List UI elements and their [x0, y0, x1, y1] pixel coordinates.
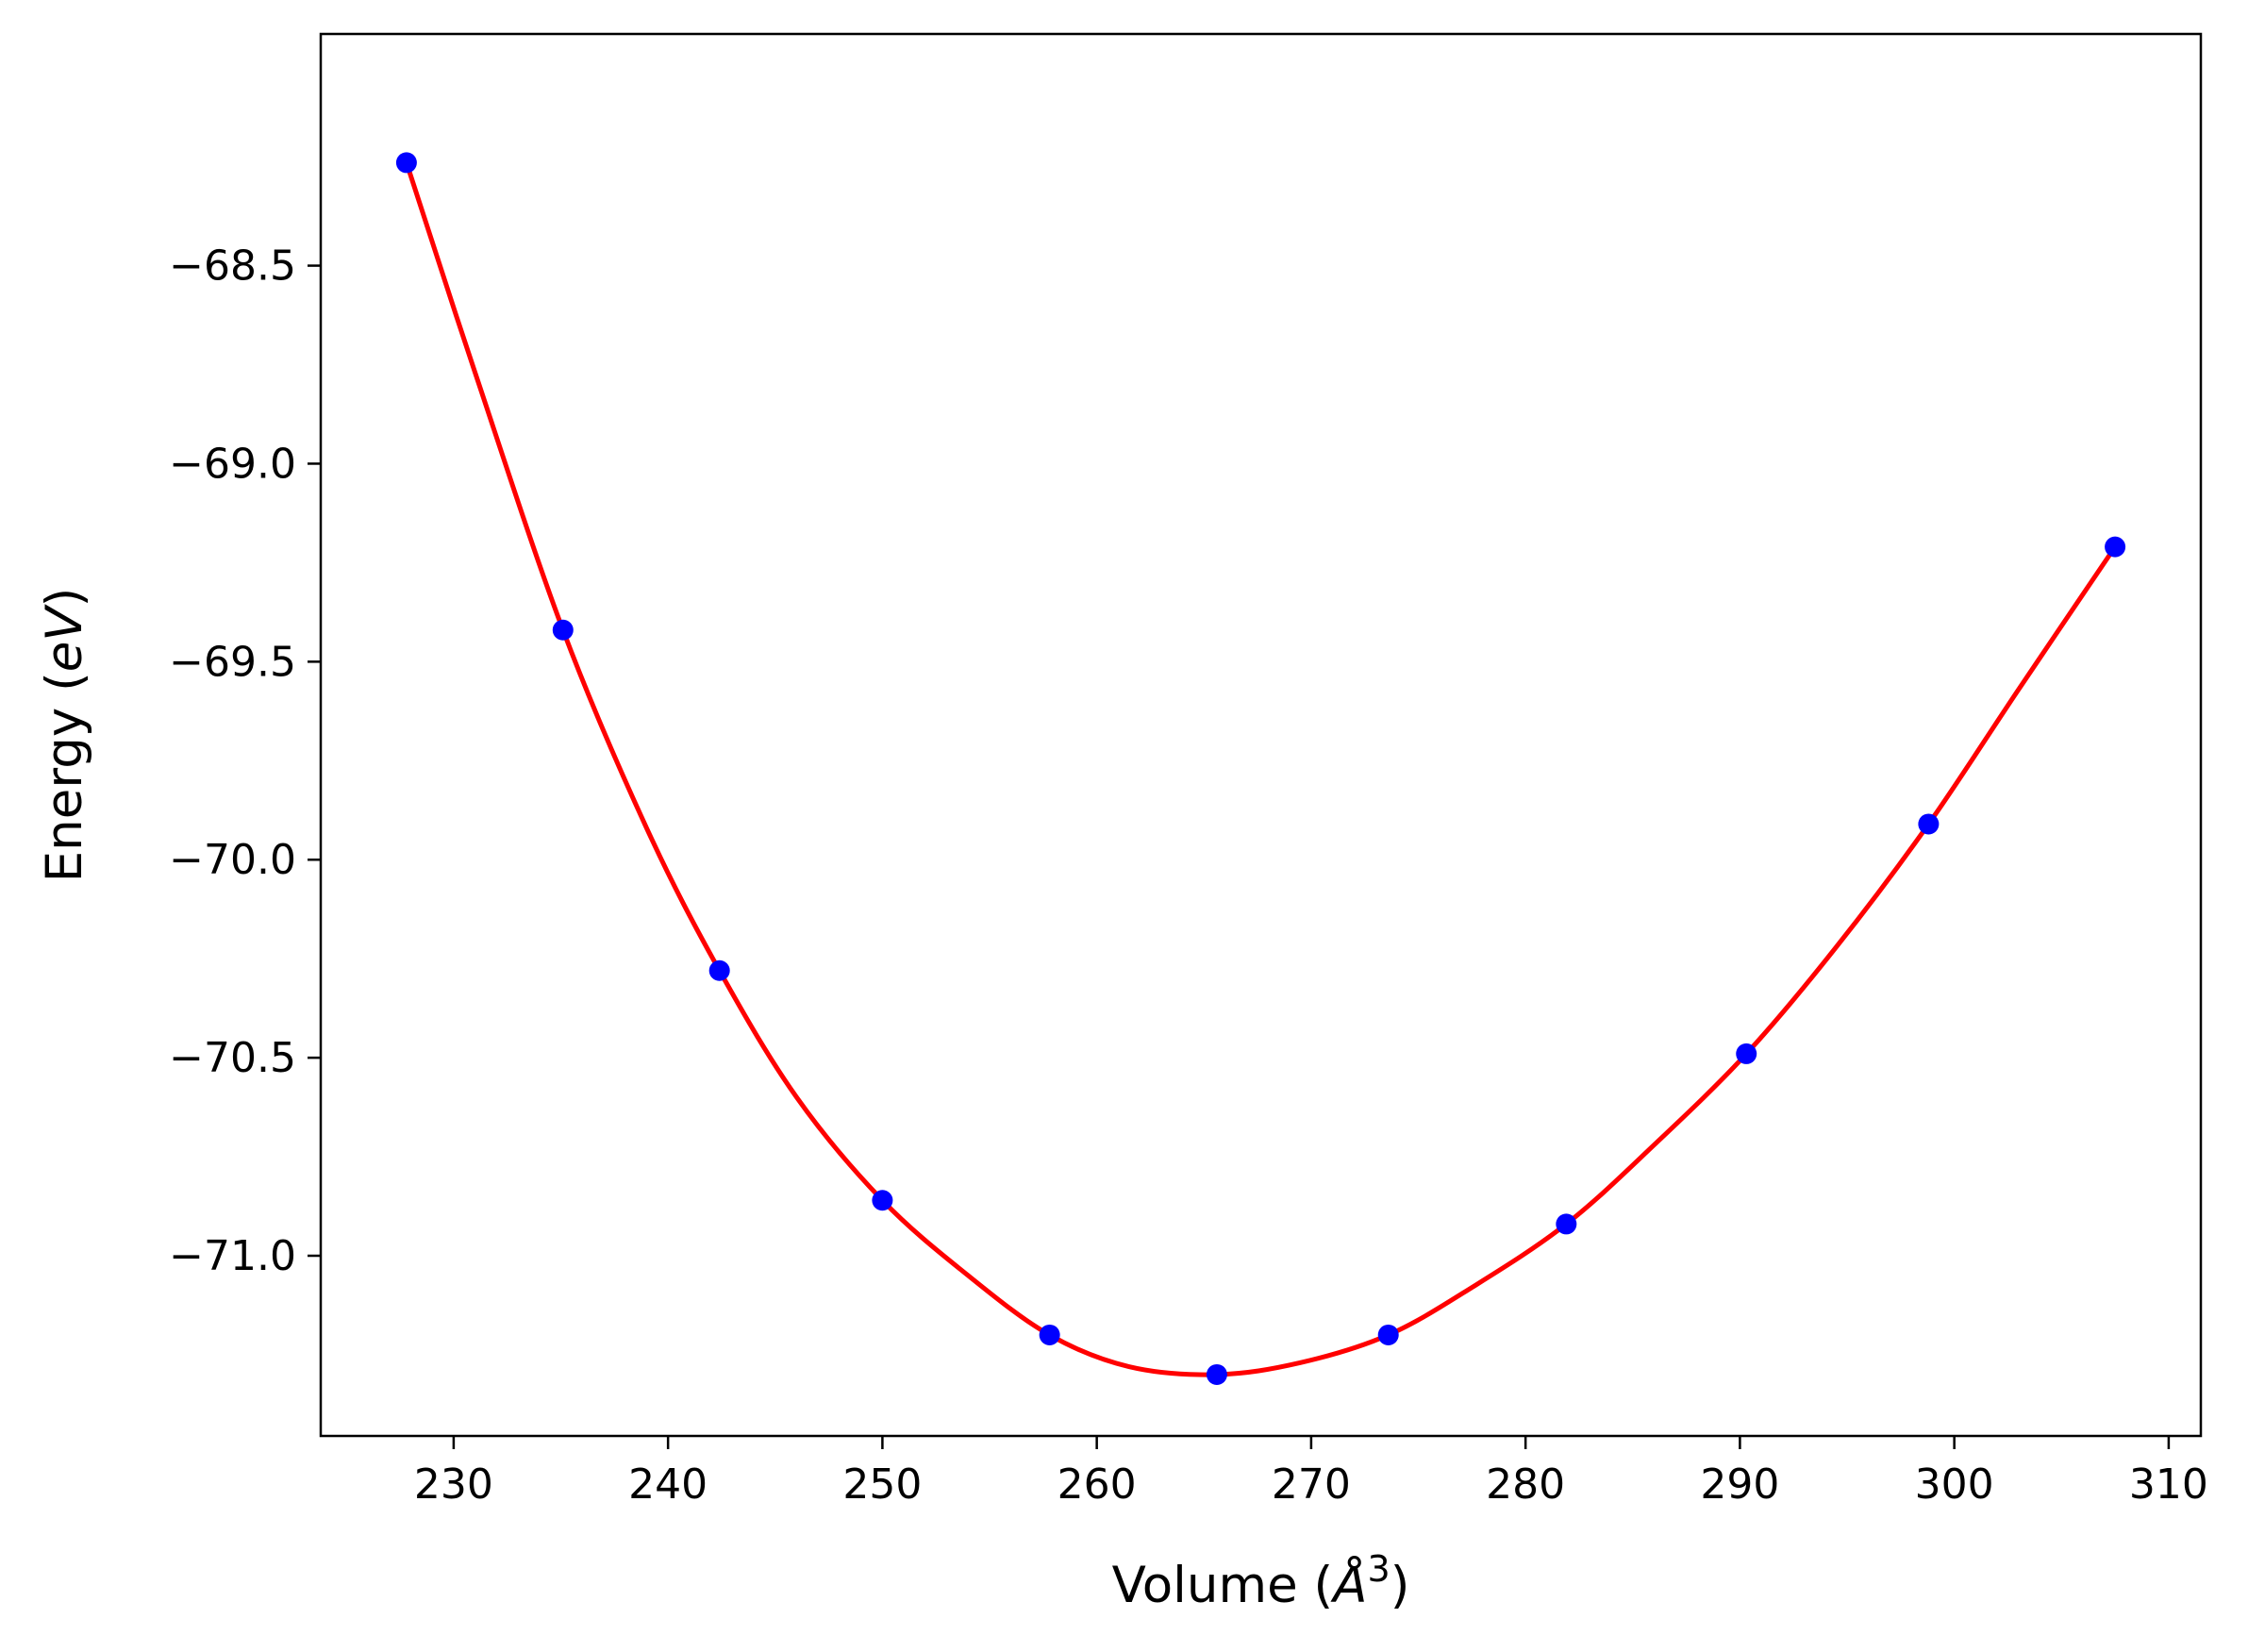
x-tick-label: 270 — [1272, 1460, 1351, 1509]
data-point — [395, 152, 417, 174]
x-tick-label: 260 — [1057, 1460, 1137, 1509]
data-point — [1918, 813, 1940, 835]
data-point — [1206, 1363, 1227, 1385]
x-tick-label: 280 — [1486, 1460, 1565, 1509]
data-point — [1736, 1043, 1757, 1064]
plot-layer — [395, 152, 2126, 1385]
data-point — [1377, 1324, 1399, 1345]
x-tick-label: 310 — [2129, 1460, 2208, 1509]
y-tick-label: −70.5 — [169, 1034, 296, 1082]
y-tick-label: −69.5 — [169, 638, 296, 686]
data-point — [552, 619, 574, 641]
data-point — [1556, 1213, 1577, 1235]
y-tick-label: −71.0 — [169, 1232, 296, 1280]
x-tick-label: 290 — [1700, 1460, 1779, 1509]
fit-curve-line — [404, 161, 2118, 1377]
x-tick-label: 250 — [842, 1460, 922, 1509]
y-axis-label: Energy (eV) — [36, 588, 93, 883]
x-axis-label: Volume (Å3) — [1112, 1548, 1410, 1614]
x-tick-label: 300 — [1915, 1460, 1994, 1509]
x-tick-label: 240 — [628, 1460, 708, 1509]
data-point — [872, 1190, 893, 1211]
axes-layer: 230 240 250 260 270 280 290 300 310 −68.5 −69.0 −69… — [36, 32, 2208, 1614]
y-tick-label: −69.0 — [169, 440, 296, 488]
data-point — [2105, 536, 2126, 558]
data-point — [1039, 1324, 1060, 1345]
axes-frame — [319, 32, 2203, 1438]
y-tick-label: −68.5 — [169, 242, 296, 291]
y-tick-label: −70.0 — [169, 836, 296, 884]
data-point — [708, 959, 730, 981]
x-tick-label: 230 — [414, 1460, 493, 1509]
